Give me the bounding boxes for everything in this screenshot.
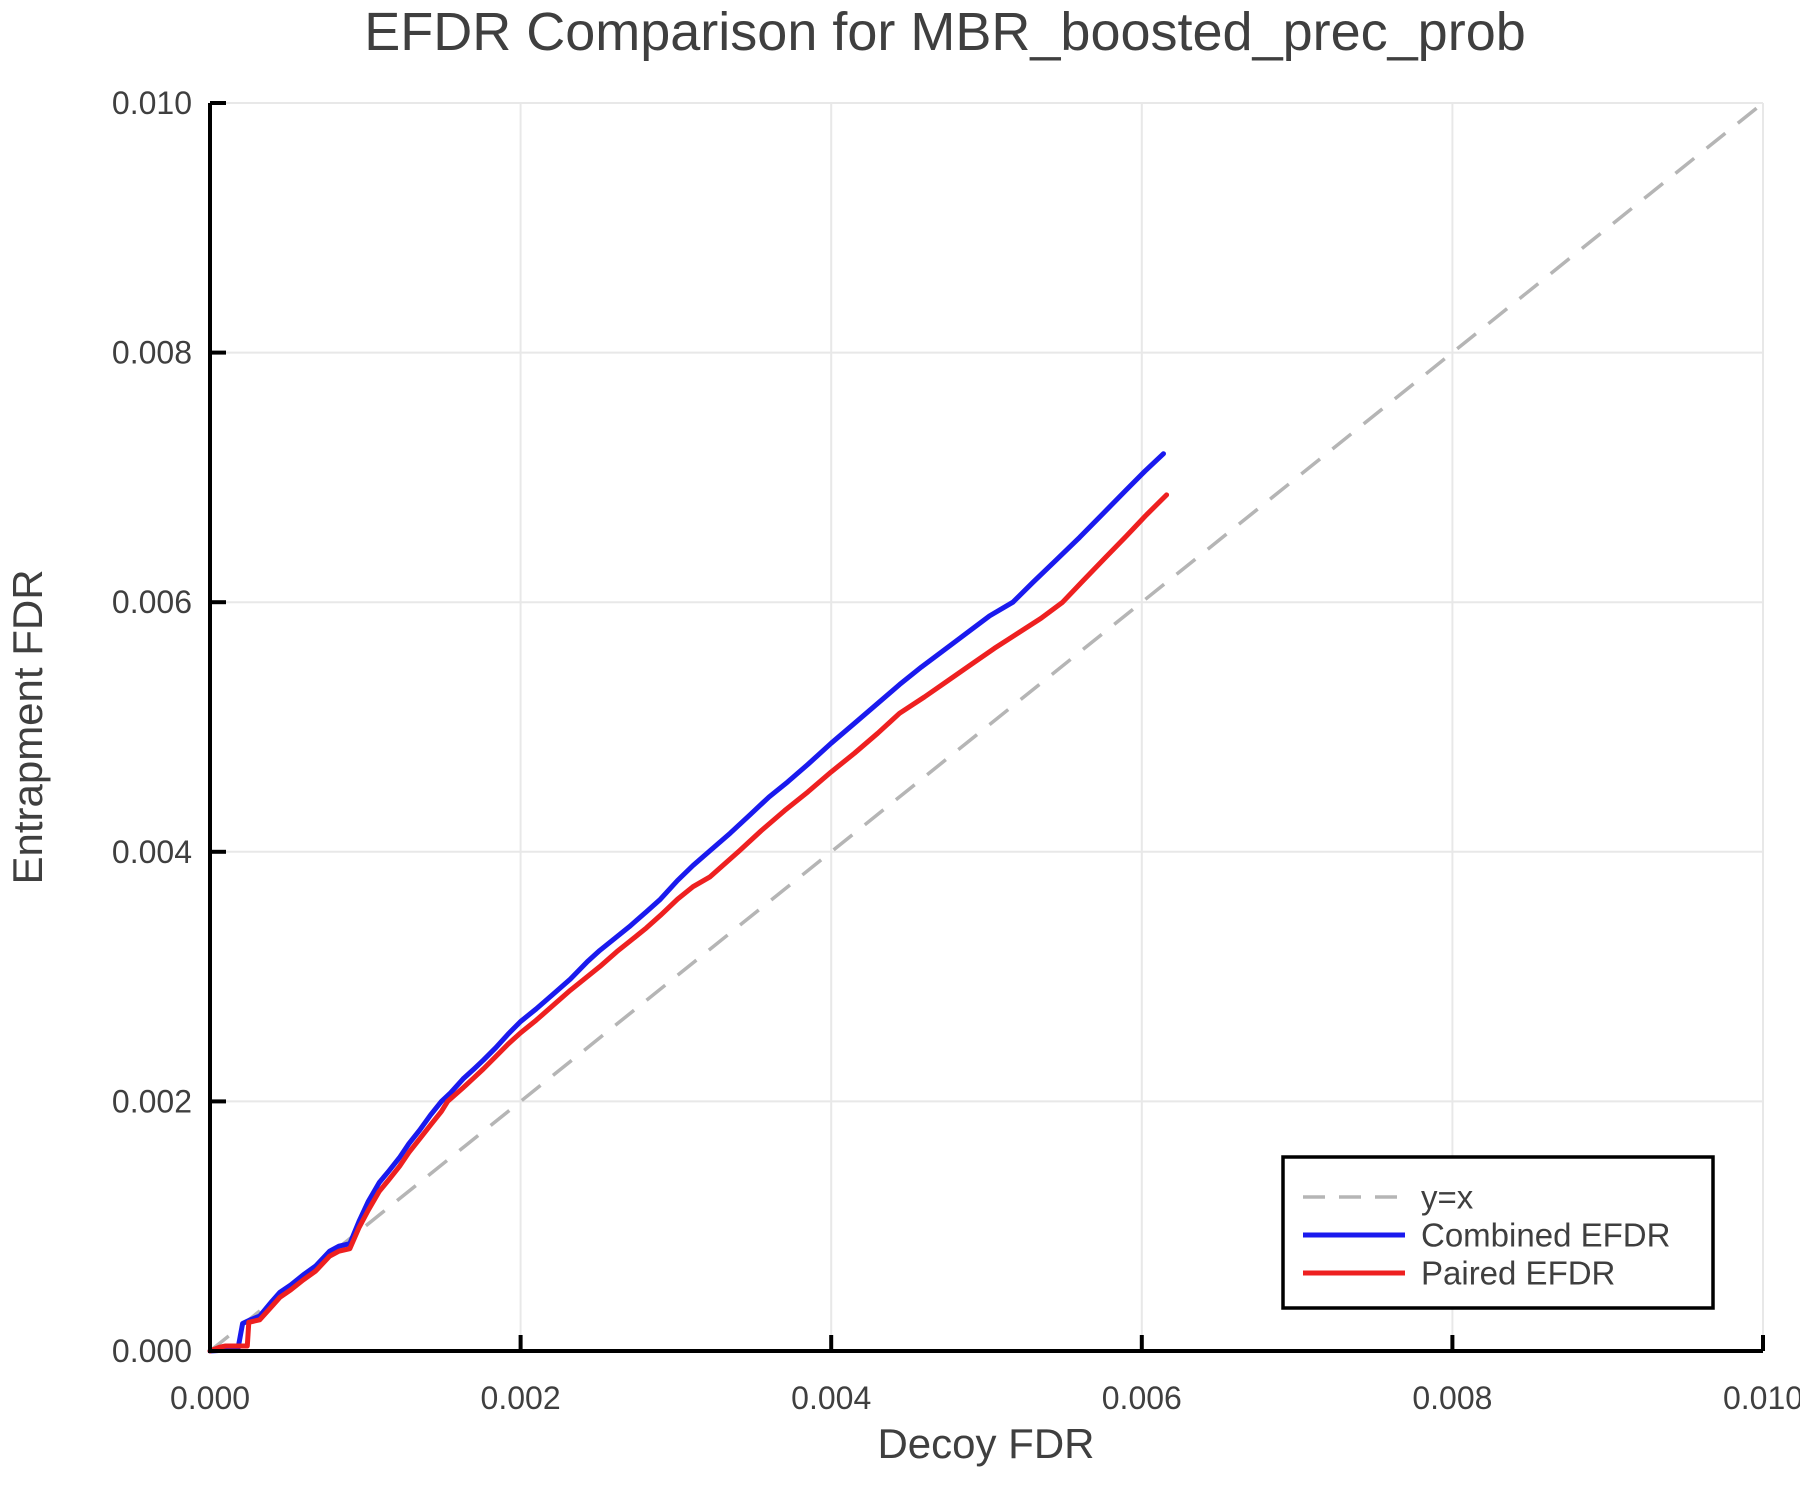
- x-tick-label: 0.006: [1102, 1380, 1182, 1416]
- identity-line-layer: [208, 101, 1765, 1353]
- x-tick-label: 0.000: [170, 1380, 250, 1416]
- x-axis-label: Decoy FDR: [877, 1420, 1094, 1467]
- axis-ticks: [208, 101, 1765, 1353]
- y-tick-label: 0.004: [112, 834, 192, 870]
- y-tick-label: 0.006: [112, 584, 192, 620]
- y-tick-label: 0.002: [112, 1083, 192, 1119]
- legend-label-paired: Paired EFDR: [1421, 1255, 1615, 1292]
- y-tick-label: 0.010: [112, 85, 192, 121]
- y-tick-label: 0.000: [112, 1333, 192, 1369]
- x-tick-label: 0.008: [1412, 1380, 1492, 1416]
- x-tick-label: 0.004: [791, 1380, 871, 1416]
- x-tick-label: 0.010: [1723, 1380, 1800, 1416]
- series-line-combined: [207, 451, 1166, 1354]
- legend-label-identity: y=x: [1421, 1179, 1474, 1216]
- series-lines-layer: [207, 451, 1170, 1354]
- axis-tick-labels: 0.000 0.002 0.004 0.006 0.008 0.010 0.000 0.002…: [112, 85, 1800, 1416]
- series-line-paired: [207, 492, 1170, 1354]
- legend-label-combined: Combined EFDR: [1421, 1217, 1670, 1254]
- x-tick-label: 0.002: [481, 1380, 561, 1416]
- chart-title: EFDR Comparison for MBR_boosted_prec_pro…: [364, 2, 1526, 62]
- identity-line: [208, 101, 1765, 1353]
- axis-spines: [208, 103, 1763, 1353]
- y-tick-label: 0.008: [112, 335, 192, 371]
- y-axis-label: Entrapment FDR: [4, 569, 51, 884]
